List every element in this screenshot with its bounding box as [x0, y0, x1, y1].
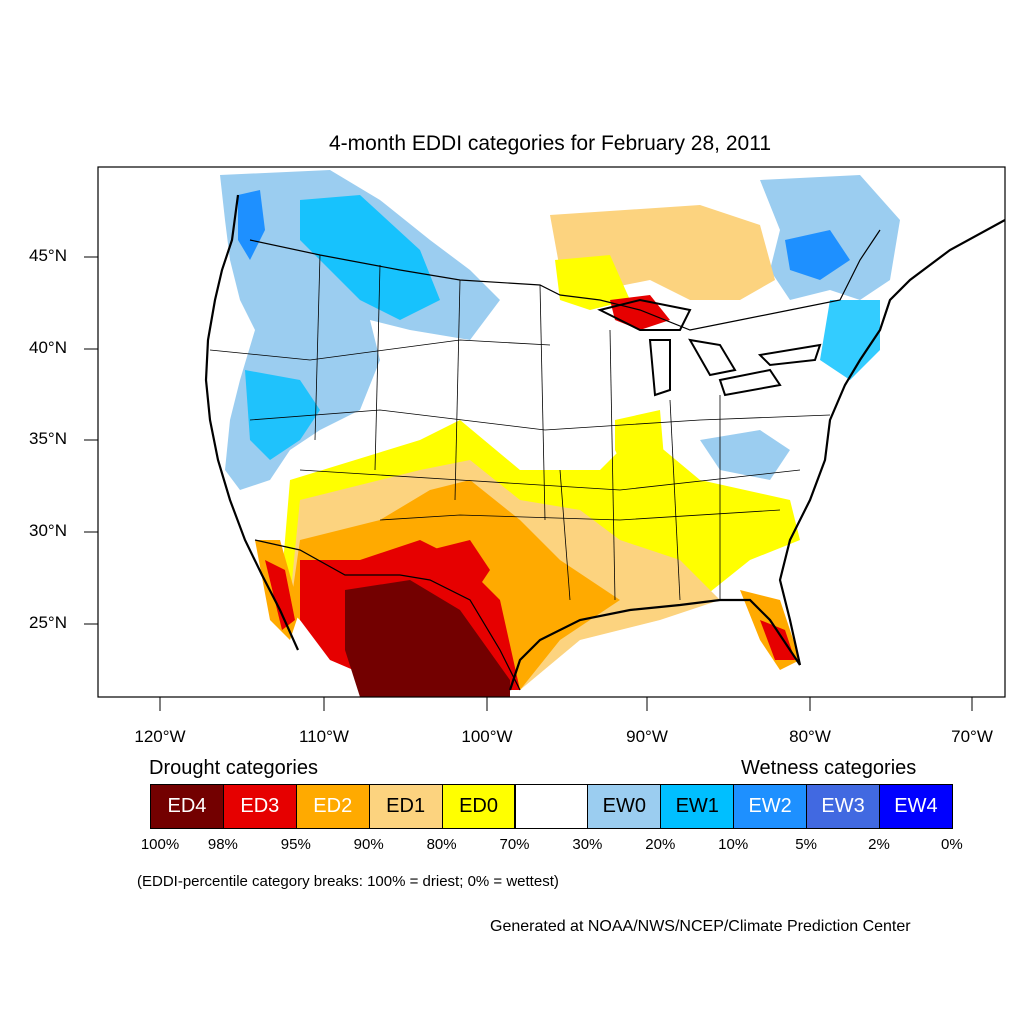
- wet-area-newengland: [820, 300, 880, 380]
- legend-break-label: 5%: [795, 836, 817, 853]
- latitude-label: 30°N: [29, 521, 67, 540]
- legend-break-label: 20%: [645, 836, 676, 853]
- map-frame: [97, 166, 1006, 698]
- legend-break-label: 80%: [426, 836, 457, 853]
- wet-area-great-basin: [245, 370, 320, 460]
- wet-area-appalachian: [700, 430, 790, 480]
- state-lines: [209, 254, 831, 601]
- dry-area-texas-ed3: [430, 540, 490, 600]
- wet-area-washington: [238, 190, 265, 260]
- longitude-label: 120°W: [134, 727, 186, 746]
- legend-break-label: 0%: [941, 836, 963, 853]
- east-coast: [778, 219, 1005, 666]
- legend-break-label: 10%: [718, 836, 749, 853]
- map-fill-layer: [204, 170, 1005, 697]
- legend-break-label: 2%: [868, 836, 890, 853]
- legend-swatch: EW4: [879, 784, 953, 829]
- dry-area-baja-ed3: [265, 560, 295, 630]
- west-coast: [204, 194, 300, 651]
- legend-break-label: 70%: [499, 836, 530, 853]
- legend-swatch: EW1: [660, 784, 735, 829]
- dry-area-florida-ed3: [760, 620, 795, 660]
- legend-swatch: [514, 784, 589, 829]
- legend-swatch: EW2: [733, 784, 808, 829]
- category-note: (EDDI-percentile category breaks: 100% =…: [137, 873, 559, 890]
- longitude-label: 70°W: [951, 727, 993, 746]
- us-mexico-border: [254, 539, 521, 691]
- longitude-label: 110°W: [299, 727, 349, 746]
- wet-area-northeast-core: [785, 230, 850, 280]
- wet-area-northwest-core: [300, 195, 440, 320]
- dry-area-mexico-ed4: [345, 580, 510, 697]
- legend-break-label: 90%: [353, 836, 384, 853]
- legend-break-label: 30%: [572, 836, 603, 853]
- longitude-label: 100°W: [461, 727, 513, 746]
- boundaries-layer: [204, 194, 1005, 691]
- longitude-label: 80°W: [789, 727, 831, 746]
- gulf-coast: [508, 598, 801, 691]
- dry-area-illinois-ed0: [615, 410, 665, 480]
- legend-swatch: ED2: [295, 784, 370, 829]
- latitude-label: 35°N: [29, 429, 67, 448]
- wetness-categories-heading: Wetness categories: [741, 757, 917, 779]
- legend-swatch: ED1: [368, 784, 443, 829]
- latitude-label: 25°N: [29, 613, 67, 632]
- legend-swatch: EW0: [587, 784, 662, 829]
- legend-swatch: ED3: [222, 784, 297, 829]
- legend-swatch: ED0: [441, 784, 516, 829]
- axis-ticks: [84, 256, 973, 711]
- latitude-label: 40°N: [29, 338, 67, 357]
- great-lakes: [597, 298, 822, 397]
- drought-categories-heading: Drought categories: [149, 757, 318, 779]
- map-title: 4-month EDDI categories for February 28,…: [329, 132, 771, 155]
- legend-break-label: 100%: [140, 836, 180, 853]
- longitude-label: 90°W: [626, 727, 668, 746]
- legend-break-label: 98%: [207, 836, 238, 853]
- legend-swatch: EW3: [806, 784, 880, 829]
- legend-swatch: ED4: [150, 784, 224, 829]
- legend-break-label: 95%: [280, 836, 311, 853]
- latitude-label: 45°N: [29, 246, 67, 265]
- credit-line: Generated at NOAA/NWS/NCEP/Climate Predi…: [490, 918, 911, 935]
